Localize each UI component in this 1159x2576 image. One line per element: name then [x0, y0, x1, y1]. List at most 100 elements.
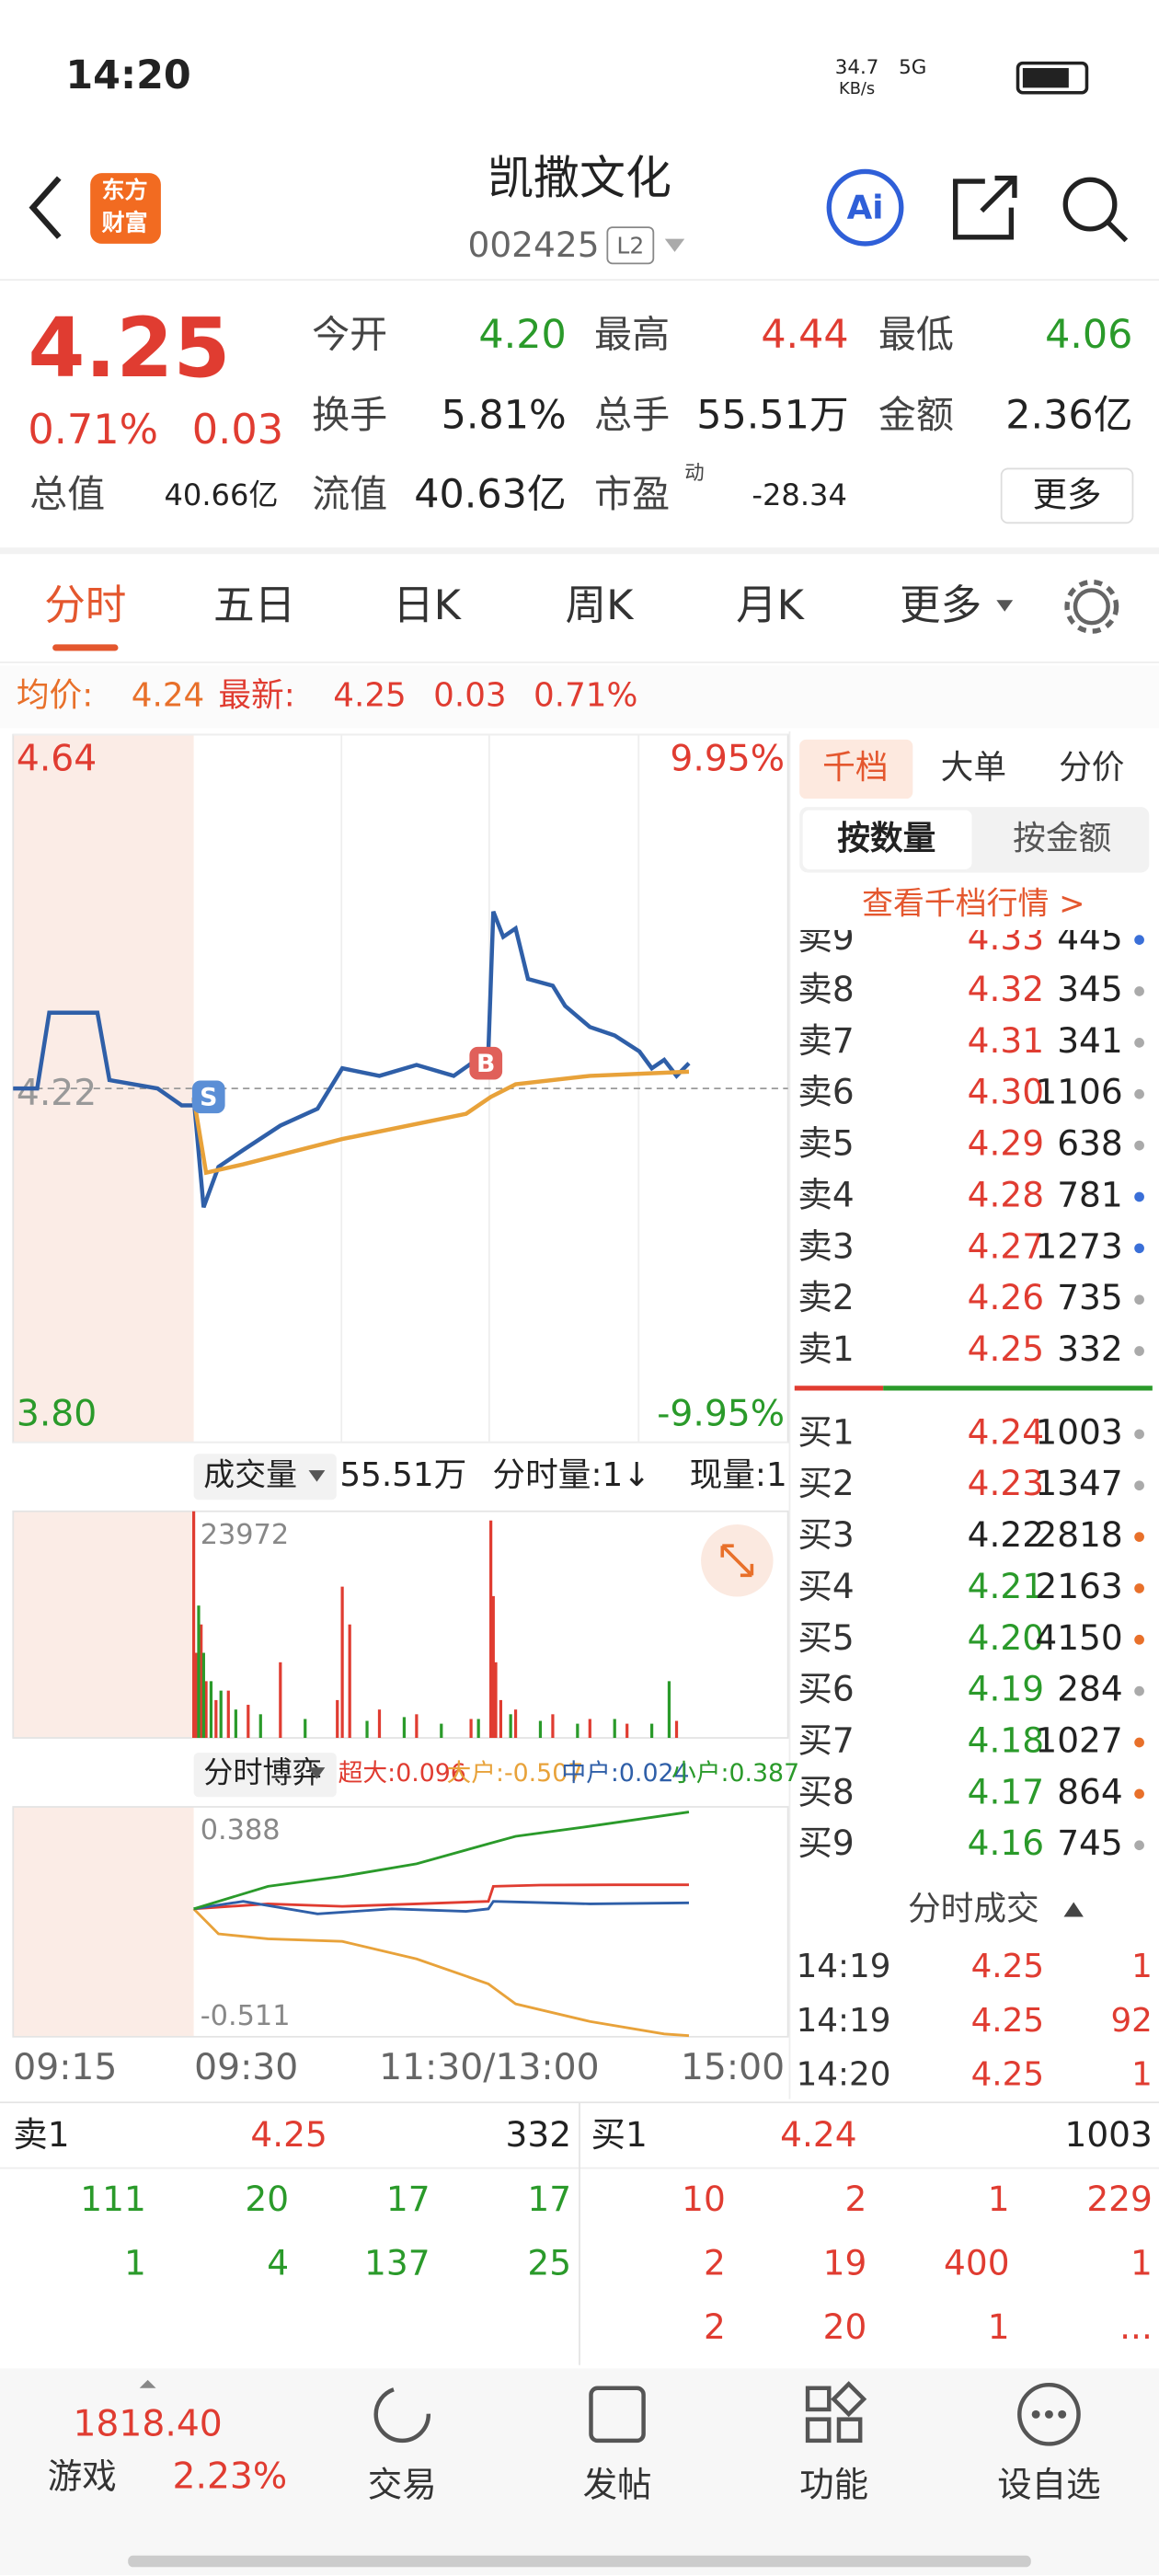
- divider: [0, 547, 1159, 555]
- volume-bar: [667, 1681, 671, 1739]
- watchlist-icon[interactable]: [1017, 2382, 1081, 2446]
- nav-item[interactable]: 交易: [368, 2464, 437, 2504]
- ai-button[interactable]: [826, 168, 904, 247]
- settings-button[interactable]: [1073, 588, 1110, 626]
- volume-label[interactable]: 成交量: [203, 1457, 297, 1493]
- x-tick-label: 09:30: [194, 2047, 298, 2088]
- book-price: 4.19: [968, 1669, 1044, 1709]
- book-label: 卖6: [798, 1072, 854, 1112]
- book-volume: 1027: [1035, 1720, 1122, 1761]
- book-dot: [1134, 1840, 1144, 1851]
- index-value: 1818.40: [73, 2403, 222, 2444]
- tab[interactable]: 日K: [393, 581, 463, 629]
- info-value: 0.71%: [534, 677, 637, 715]
- volume-bar: [588, 1719, 591, 1739]
- subtab-selected[interactable]: [802, 810, 972, 869]
- nav-item[interactable]: 功能: [799, 2464, 868, 2504]
- price: 4.25: [28, 301, 230, 397]
- book-tab[interactable]: 分价: [1059, 749, 1124, 787]
- stat-value: 2.36亿: [1005, 393, 1132, 439]
- search-handle: [1106, 220, 1129, 243]
- battery-level: [1022, 67, 1069, 88]
- share-button[interactable]: [953, 175, 1017, 240]
- flow-line: [193, 1900, 689, 1915]
- more-button[interactable]: [1000, 467, 1134, 524]
- book-volume: 2818: [1035, 1514, 1122, 1555]
- book-price: 4.25: [968, 1328, 1044, 1369]
- book-volume: 864: [1057, 1771, 1123, 1811]
- trades-title[interactable]: 分时成交: [908, 1890, 1039, 1927]
- expand-icon: [720, 1544, 754, 1578]
- book-dot: [1134, 1038, 1144, 1048]
- book-link[interactable]: 查看千档行情 >: [862, 886, 1085, 922]
- book-label: 买8: [798, 1771, 854, 1811]
- book-tab[interactable]: 千档: [822, 749, 888, 787]
- y-tick-label: 23972: [201, 1519, 289, 1551]
- volume-selector[interactable]: [193, 1454, 337, 1501]
- book-price: 4.21: [968, 1566, 1044, 1606]
- volume-bar: [340, 1586, 344, 1739]
- premarket-shade: [13, 1511, 194, 1739]
- tab[interactable]: 月K: [736, 581, 806, 629]
- queue-order: 20: [823, 2306, 867, 2347]
- trade-icon[interactable]: [373, 2386, 431, 2444]
- book-volume: 1106: [1035, 1072, 1122, 1112]
- book-price: 4.24: [968, 1411, 1044, 1452]
- flow-selector[interactable]: [193, 1753, 337, 1798]
- function-icon[interactable]: [805, 2381, 867, 2444]
- nav-item[interactable]: 设自选: [997, 2464, 1100, 2504]
- queue-order: 17: [386, 2179, 430, 2219]
- book-dot: [1134, 935, 1144, 945]
- queue-price: 4.25: [250, 2114, 327, 2155]
- tab-selected[interactable]: [799, 739, 913, 799]
- book-label: 卖2: [798, 1277, 854, 1317]
- volume-bar: [469, 1719, 473, 1739]
- mask: [793, 920, 1159, 930]
- book-dot: [1134, 1191, 1144, 1202]
- stat-label: 最高: [594, 313, 670, 357]
- volume-bar: [304, 1719, 307, 1739]
- book-dot: [1134, 1788, 1144, 1800]
- book-volume: 781: [1057, 1174, 1123, 1214]
- book-label: 卖1: [798, 1328, 854, 1369]
- book-price: 4.32: [968, 969, 1044, 1009]
- volume-frame: [12, 1510, 789, 1739]
- book-dot: [1134, 1429, 1144, 1440]
- queue-order: 400: [944, 2242, 1010, 2283]
- queue-order: 2: [844, 2179, 866, 2219]
- more-label[interactable]: 更多: [1033, 474, 1102, 514]
- stat-value: 5.81%: [442, 393, 567, 439]
- net-unit: KB/s: [839, 79, 875, 98]
- book-tab[interactable]: 大单: [941, 749, 1006, 787]
- search-button[interactable]: [1062, 177, 1118, 232]
- queue-order: 229: [1086, 2179, 1153, 2219]
- volume-bar: [348, 1624, 351, 1739]
- book-subtab[interactable]: 按金额: [1013, 820, 1111, 857]
- tab[interactable]: 更多: [900, 581, 981, 629]
- book-volume: 4150: [1035, 1617, 1122, 1658]
- back-button[interactable]: [29, 176, 62, 239]
- trade-volume: 92: [1110, 2002, 1152, 2040]
- dropdown[interactable]: [664, 238, 685, 252]
- nav-item[interactable]: 发帖: [583, 2464, 652, 2504]
- flow-label[interactable]: 分时博弈: [203, 1754, 321, 1789]
- book-label: 买3: [798, 1514, 854, 1555]
- book-volume: 345: [1057, 969, 1123, 1009]
- ai-label[interactable]: Ai: [847, 189, 884, 226]
- book-subtab[interactable]: 按数量: [837, 820, 935, 857]
- price-line: [13, 1010, 194, 1108]
- stat-label: 最低: [878, 313, 954, 357]
- tab[interactable]: 分时: [44, 581, 126, 629]
- tab[interactable]: 周K: [565, 581, 635, 629]
- book-price: 4.30: [968, 1072, 1044, 1112]
- volume-bar: [279, 1662, 282, 1739]
- tab[interactable]: 五日: [213, 581, 295, 629]
- settings-gear: [1064, 579, 1119, 634]
- post-icon[interactable]: [589, 2386, 646, 2444]
- book-price: 4.23: [968, 1463, 1044, 1503]
- book-dot: [1134, 1346, 1144, 1356]
- stat-value: 55.51万: [696, 393, 848, 439]
- net-speed: 34.7: [835, 56, 879, 79]
- collapse-icon[interactable]: [1063, 1902, 1084, 1917]
- trade-price: 4.25: [971, 1948, 1044, 1985]
